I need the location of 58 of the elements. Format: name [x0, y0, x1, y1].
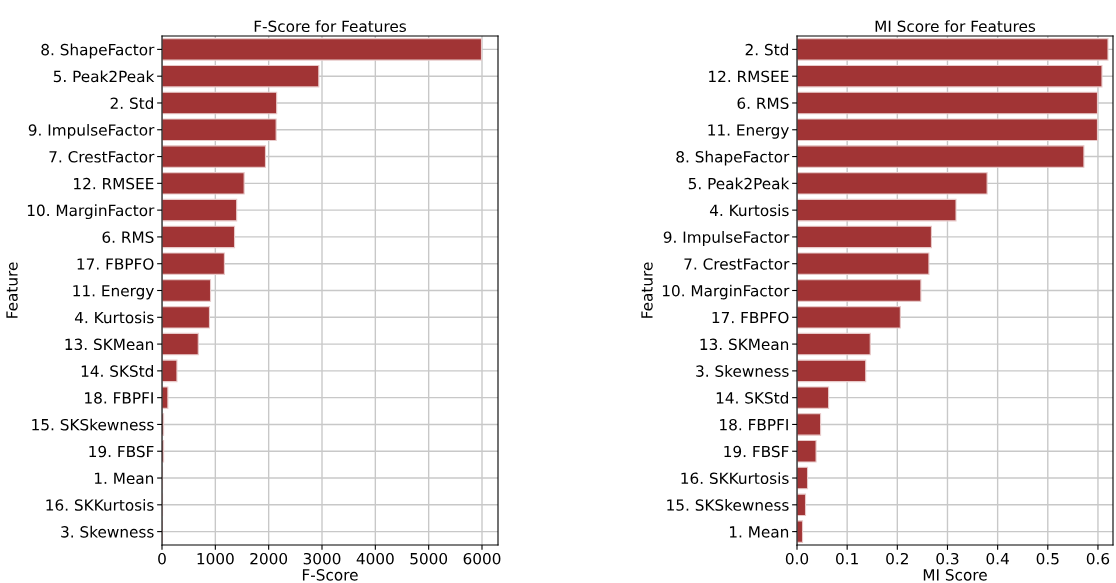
x-tick-label: 0.4: [986, 552, 1009, 565]
y-tick-label: 16. SKKurtosis: [46, 499, 154, 511]
y-tick-label: 5. Peak2Peak: [688, 177, 790, 190]
x-tick-label: 1000: [197, 552, 234, 565]
y-tick-label: 5. Peak2Peak: [53, 70, 155, 83]
x-tick-label: 4000: [356, 552, 394, 565]
y-tick-label: 6. RMS: [102, 231, 154, 243]
chart-title: F-Score for Features: [254, 20, 406, 33]
y-tick-label: 18. FBPFI: [720, 418, 788, 431]
y-tick-label: 11. Energy: [708, 124, 789, 139]
x-axis-title: MI Score: [923, 569, 987, 581]
y-tick-label: 8. ShapeFactor: [41, 43, 155, 59]
y-tick-label: 10. MarginFactor: [662, 284, 790, 300]
x-axis-title: F-Score: [302, 569, 358, 581]
y-tick-label: 6. RMS: [737, 97, 789, 109]
y-tick-label: 17. FBPFO: [712, 311, 789, 324]
x-tick-label: 0.2: [886, 552, 908, 565]
y-tick-label: 12. RMSEE: [709, 70, 789, 83]
x-tick-label: 6000: [463, 552, 501, 565]
y-tick-label: 11. Energy: [73, 285, 154, 300]
y-tick-label: 14. SKStd: [81, 365, 153, 377]
x-tick-label: 0.3: [936, 552, 959, 565]
y-axis-title: Feature: [641, 262, 653, 318]
x-tick-label: 2000: [250, 552, 288, 565]
y-tick-label: 16. SKKurtosis: [681, 472, 789, 485]
y-tick-label: 3. Skewness: [61, 525, 154, 538]
y-tick-label: 3. Skewness: [696, 365, 789, 377]
y-tick-label: 9. ImpulseFactor: [28, 123, 155, 139]
y-tick-label: 15. SKSkewness: [667, 499, 789, 511]
y-axis-title: Feature: [6, 262, 18, 318]
y-tick-label: 1. Mean: [729, 526, 789, 538]
y-tick-label: 7. CrestFactor: [684, 258, 790, 270]
y-tick-label: 15. SKSkewness: [32, 418, 154, 431]
x-tick-label: 0: [158, 552, 166, 565]
y-tick-label: 8. ShapeFactor: [676, 150, 790, 166]
y-tick-label: 4. Kurtosis: [74, 311, 154, 324]
y-tick-label: 1. Mean: [94, 472, 154, 485]
y-tick-label: 19. FBSF: [724, 445, 789, 458]
y-tick-label: 10. MarginFactor: [27, 204, 155, 220]
x-tick-label: 0.5: [1036, 552, 1059, 565]
x-tick-label: 5000: [410, 552, 448, 565]
chart-title: MI Score for Features: [875, 20, 1036, 33]
y-tick-label: 14. SKStd: [716, 391, 788, 404]
y-tick-label: 17. FBPFO: [77, 258, 154, 270]
y-tick-label: 19. FBSF: [89, 445, 154, 458]
y-tick-label: 9. ImpulseFactor: [663, 231, 790, 246]
y-tick-label: 12. RMSEE: [74, 177, 154, 190]
y-tick-label: 7. CrestFactor: [49, 151, 155, 163]
x-tick-label: 0.1: [836, 552, 858, 565]
y-tick-label: 2. Std: [110, 97, 153, 109]
y-tick-label: 4. Kurtosis: [709, 204, 789, 217]
y-tick-label: 2. Std: [745, 43, 788, 56]
x-tick-label: 0.0: [785, 552, 809, 565]
y-tick-label: 13. SKMean: [65, 338, 154, 351]
y-tick-label: 13. SKMean: [700, 338, 789, 351]
y-tick-label: 18. FBPFI: [85, 392, 153, 404]
x-tick-label: 0.6: [1086, 552, 1110, 565]
x-tick-label: 3000: [303, 552, 341, 565]
